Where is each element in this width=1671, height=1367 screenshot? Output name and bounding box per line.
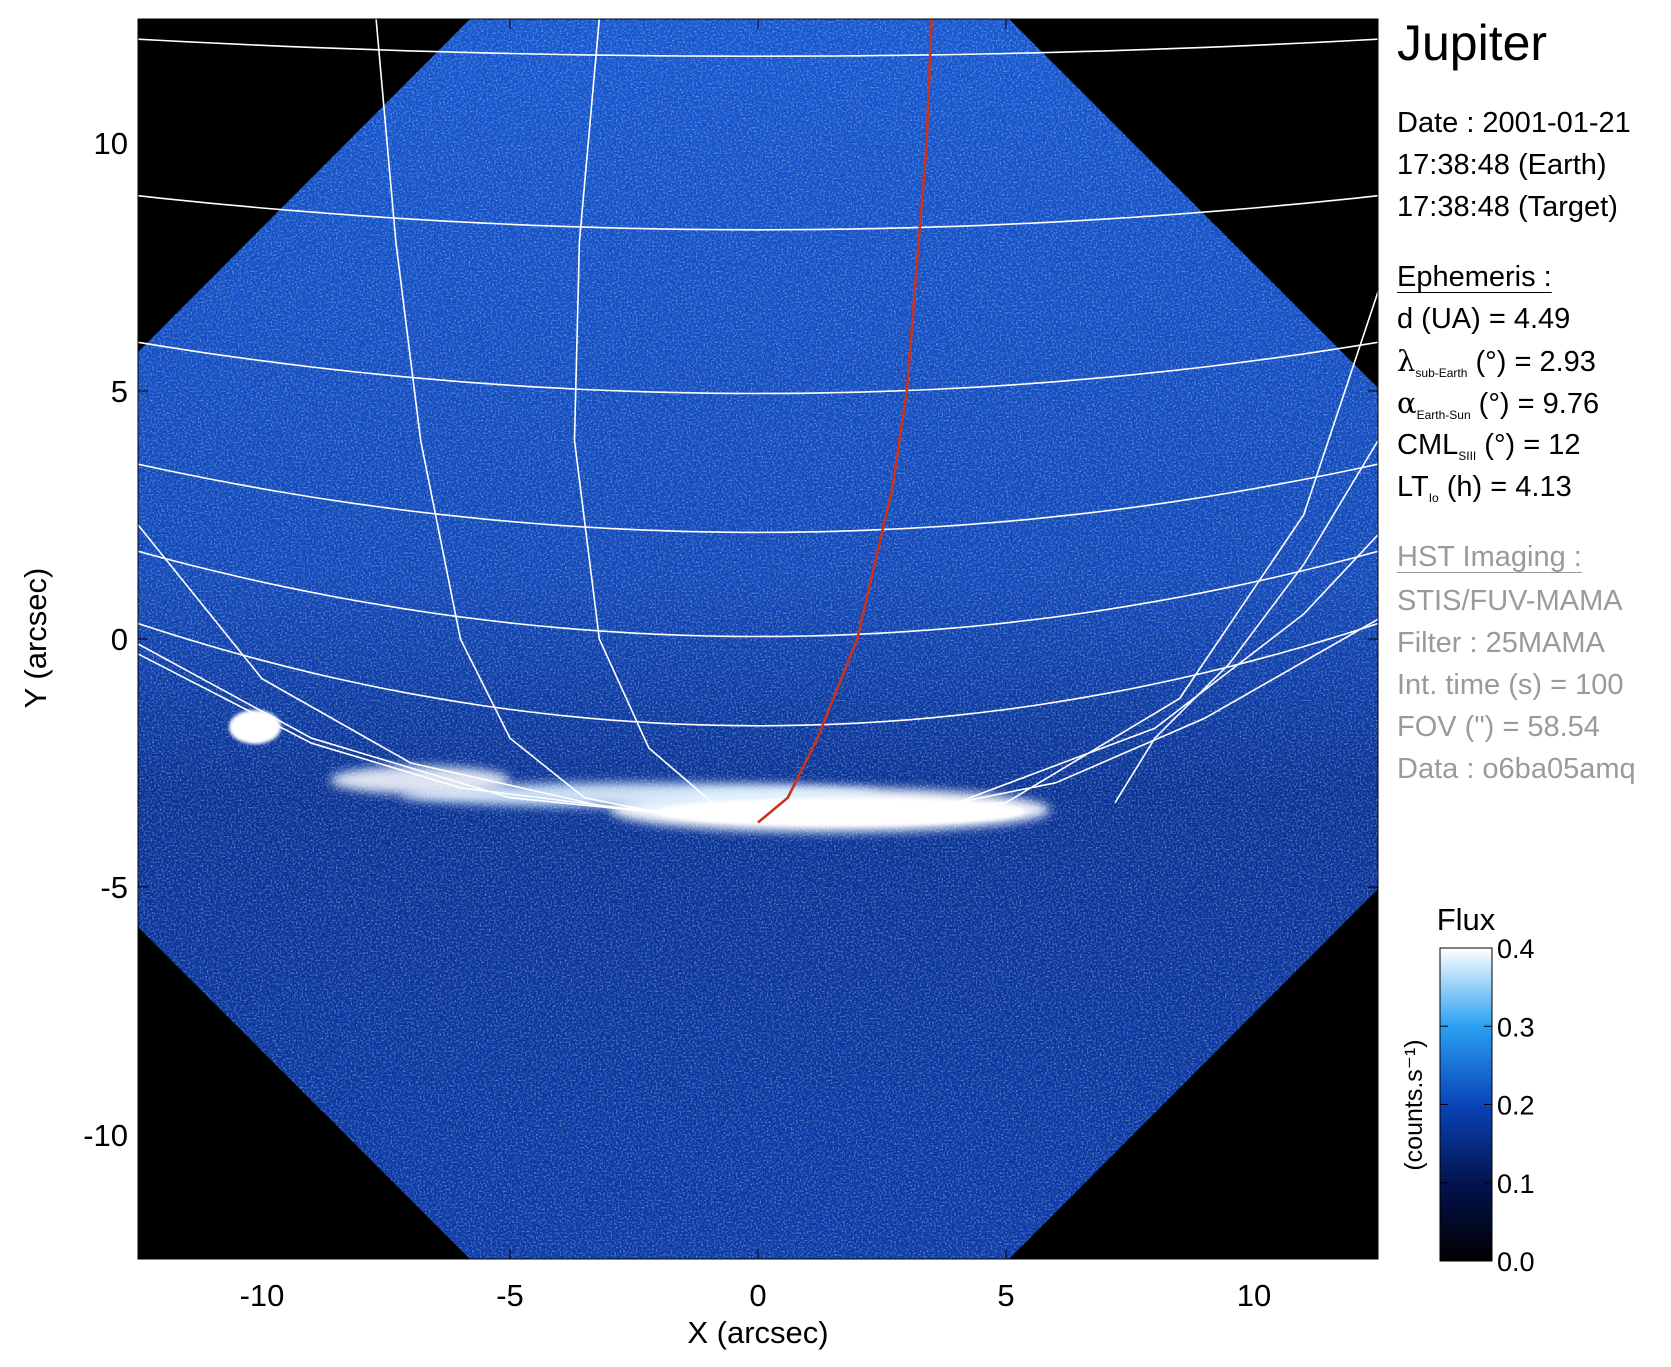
io-footprint-line — [757, 19, 933, 824]
axes: -10 -5 0 5 10 10 5 0 -5 -10 — [83, 19, 1378, 1313]
limb-curve-2 — [138, 291, 1378, 824]
colorbar-tick-label-0: 0.4 — [1497, 934, 1535, 964]
lambda-line: λsub-Earth (°) = 2.93 — [1397, 340, 1596, 394]
x-tick-label-2: 0 — [749, 1278, 766, 1313]
alpha-symbol: α — [1397, 386, 1417, 420]
alpha-value: (°) = 9.76 — [1470, 388, 1600, 420]
cml-subscript: SIII — [1458, 449, 1477, 463]
meridian-line-1 — [573, 19, 769, 824]
latitude-line-4 — [138, 550, 1378, 638]
lt-subscript: Io — [1428, 491, 1439, 505]
meridian-line-2 — [1114, 440, 1378, 804]
limb-curve-1 — [138, 524, 1378, 819]
data-id-line: Data : o6ba05amq — [1397, 753, 1636, 785]
flux-image — [138, 19, 1378, 1259]
instrument-line: STIS/FUV-MAMA — [1397, 585, 1623, 617]
filter-line: Filter : 25MAMA — [1397, 627, 1605, 659]
colorbar-title: Flux — [1437, 902, 1496, 937]
int-time-line: Int. time (s) = 100 — [1397, 669, 1624, 701]
lambda-symbol: λ — [1397, 344, 1416, 378]
latitude-line-0 — [138, 38, 1378, 57]
cml-label: CML — [1397, 429, 1459, 461]
x-tick-label-1: -5 — [496, 1278, 524, 1313]
colorbar-label: (counts.s⁻¹) — [1400, 1039, 1428, 1170]
colorbar-gradient — [1439, 947, 1493, 1262]
lt-value: (h) = 4.13 — [1438, 471, 1572, 503]
latitude-line-1 — [138, 194, 1378, 231]
colorbar-tick-label-2: 0.2 — [1497, 1091, 1535, 1121]
hst-header: HST Imaging : — [1397, 541, 1582, 573]
latitude-line-5 — [138, 622, 1378, 727]
latitude-line-2 — [138, 341, 1378, 395]
y-tick-label-4: -10 — [83, 1118, 128, 1153]
lambda-subscript: sub-Earth — [1415, 366, 1468, 380]
colorbar-tick-label-3: 0.1 — [1497, 1169, 1535, 1199]
x-axis-label: X (arcsec) — [687, 1315, 828, 1350]
y-tick-label-1: 5 — [111, 374, 128, 409]
lambda-value: (°) = 2.93 — [1467, 346, 1596, 378]
colorbar-tick-label-4: 0.0 — [1497, 1247, 1535, 1277]
y-tick-label-0: 10 — [94, 126, 128, 161]
lt-label: LT — [1397, 471, 1429, 503]
lt-line: LTIo (h) = 4.13 — [1397, 466, 1572, 519]
cml-value: (°) = 12 — [1476, 429, 1581, 461]
date-line: Date : 2001-01-21 — [1397, 107, 1631, 139]
y-tick-label-3: -5 — [100, 870, 128, 905]
alpha-subscript: Earth-Sun — [1416, 408, 1471, 422]
planet-title: Jupiter — [1397, 15, 1548, 71]
y-tick-label-2: 0 — [111, 622, 128, 657]
colorbar-tick-label-1: 0.3 — [1497, 1012, 1535, 1042]
distance-line: d (UA) = 4.49 — [1397, 303, 1571, 335]
y-axis-label: Y (arcsec) — [18, 568, 53, 709]
ephemeris-header: Ephemeris : — [1397, 261, 1552, 293]
meridian-line-0 — [375, 19, 684, 819]
cml-line: CMLSIII (°) = 12 — [1397, 424, 1581, 477]
alpha-line: αEarth-Sun (°) = 9.76 — [1397, 382, 1599, 436]
coordinate-grid — [138, 19, 1378, 824]
latitude-line-3 — [138, 463, 1378, 534]
fov-line: FOV (") = 58.54 — [1397, 711, 1600, 743]
x-tick-label-3: 5 — [997, 1278, 1014, 1313]
time-target: 17:38:48 (Target) — [1397, 191, 1618, 223]
x-tick-label-0: -10 — [240, 1278, 285, 1313]
colorbar: Flux 0.4 0.3 0.2 0.1 0.0 (counts.s⁻¹) — [1400, 902, 1535, 1277]
x-tick-label-4: 10 — [1237, 1278, 1271, 1313]
time-earth: 17:38:48 (Earth) — [1397, 149, 1607, 181]
